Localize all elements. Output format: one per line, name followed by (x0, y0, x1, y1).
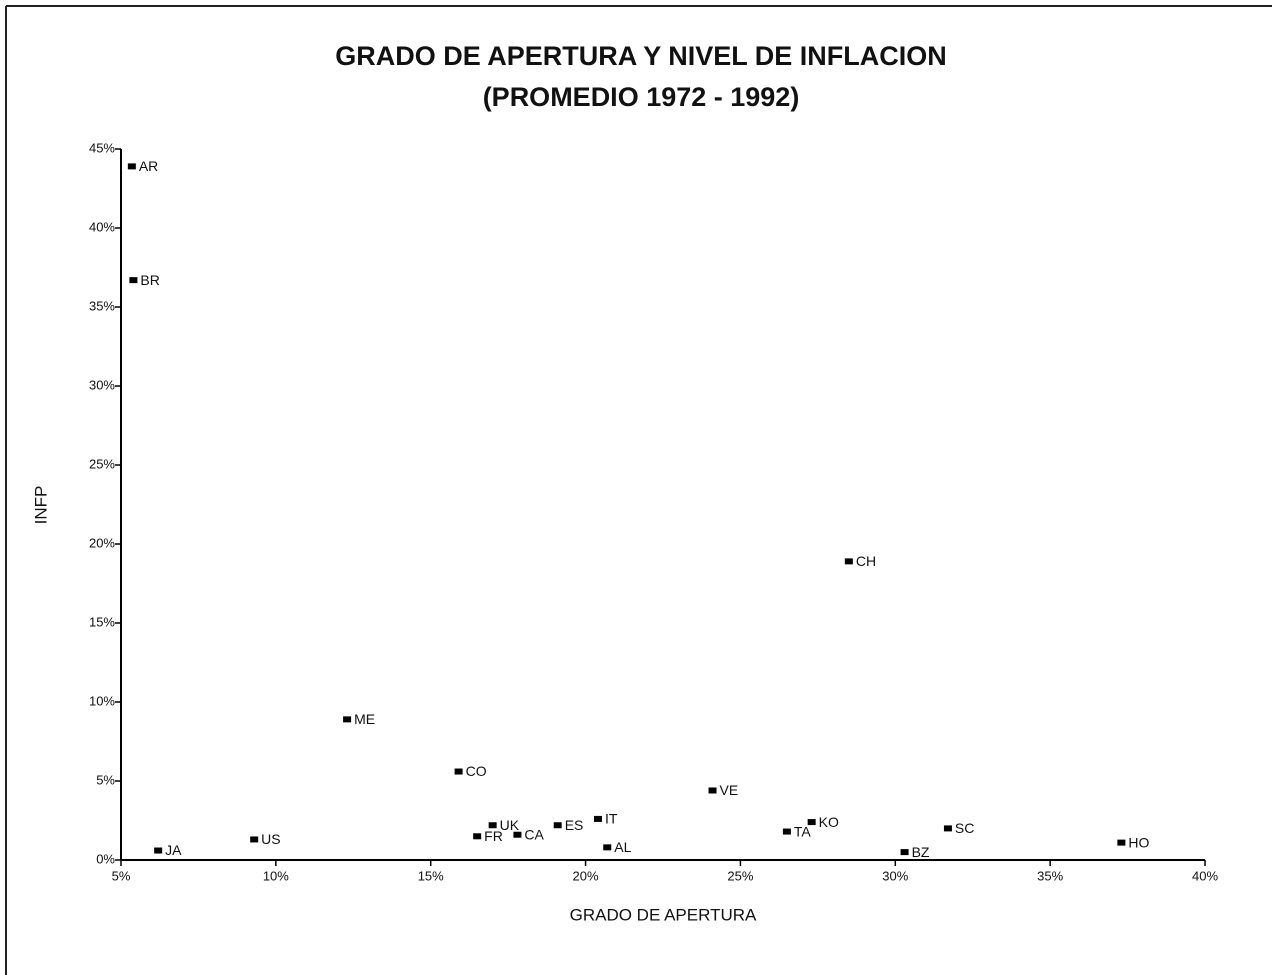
point-label: CH (856, 553, 876, 569)
point-label: TA (794, 823, 812, 839)
y-tick-label: 30% (89, 377, 115, 392)
point (782, 828, 791, 835)
chart-title: GRADO DE APERTURA Y NIVEL DE INFLACION (335, 41, 947, 71)
point-label: SC (955, 820, 974, 836)
point (807, 819, 816, 826)
point-label: BR (140, 272, 159, 288)
x-tick-label: 5% (112, 868, 131, 883)
y-tick-label: 25% (89, 456, 115, 471)
point (513, 831, 522, 838)
point (250, 836, 259, 843)
y-tick-label: 5% (96, 772, 115, 787)
point (943, 825, 952, 832)
point (454, 768, 463, 775)
point-label: AL (614, 839, 631, 855)
x-tick-label: 20% (573, 868, 599, 883)
point-label: ME (354, 711, 375, 727)
point-label: CO (466, 763, 487, 779)
point (488, 822, 497, 829)
point-label: KO (819, 814, 839, 830)
y-tick-label: 40% (89, 219, 115, 234)
point (129, 277, 138, 284)
y-tick-label: 0% (96, 851, 115, 866)
point (127, 163, 136, 170)
point (473, 833, 482, 840)
point (343, 716, 352, 723)
point-label: VE (720, 782, 739, 798)
point (553, 822, 562, 829)
y-tick-label: 20% (89, 535, 115, 550)
point-label: HO (1128, 834, 1149, 850)
point-label: FR (484, 828, 503, 844)
x-axis-label: GRADO DE APERTURA (570, 905, 757, 924)
x-tick-label: 30% (882, 868, 908, 883)
y-tick-label: 45% (89, 140, 115, 155)
point (603, 844, 612, 851)
y-axis-label: INFP (31, 486, 50, 525)
x-tick-label: 35% (1037, 868, 1063, 883)
point (708, 787, 717, 794)
point-label: UK (500, 817, 520, 833)
point-label: ES (565, 817, 584, 833)
point-label: US (261, 831, 280, 847)
x-tick-label: 15% (418, 868, 444, 883)
point (844, 558, 853, 565)
y-tick-label: 10% (89, 693, 115, 708)
point-label: JA (165, 842, 182, 858)
point (1117, 839, 1126, 846)
point (593, 815, 602, 822)
point-label: BZ (912, 844, 930, 860)
y-tick-label: 15% (89, 614, 115, 629)
y-tick-label: 35% (89, 298, 115, 313)
point-label: CA (524, 826, 544, 842)
chart-subtitle: (PROMEDIO 1972 - 1992) (483, 82, 800, 112)
x-tick-label: 25% (727, 868, 753, 883)
point (900, 849, 909, 856)
point-label: IT (605, 811, 618, 827)
point (154, 847, 163, 854)
point-label: AR (139, 158, 158, 174)
x-tick-label: 10% (263, 868, 289, 883)
x-tick-label: 40% (1192, 868, 1218, 883)
